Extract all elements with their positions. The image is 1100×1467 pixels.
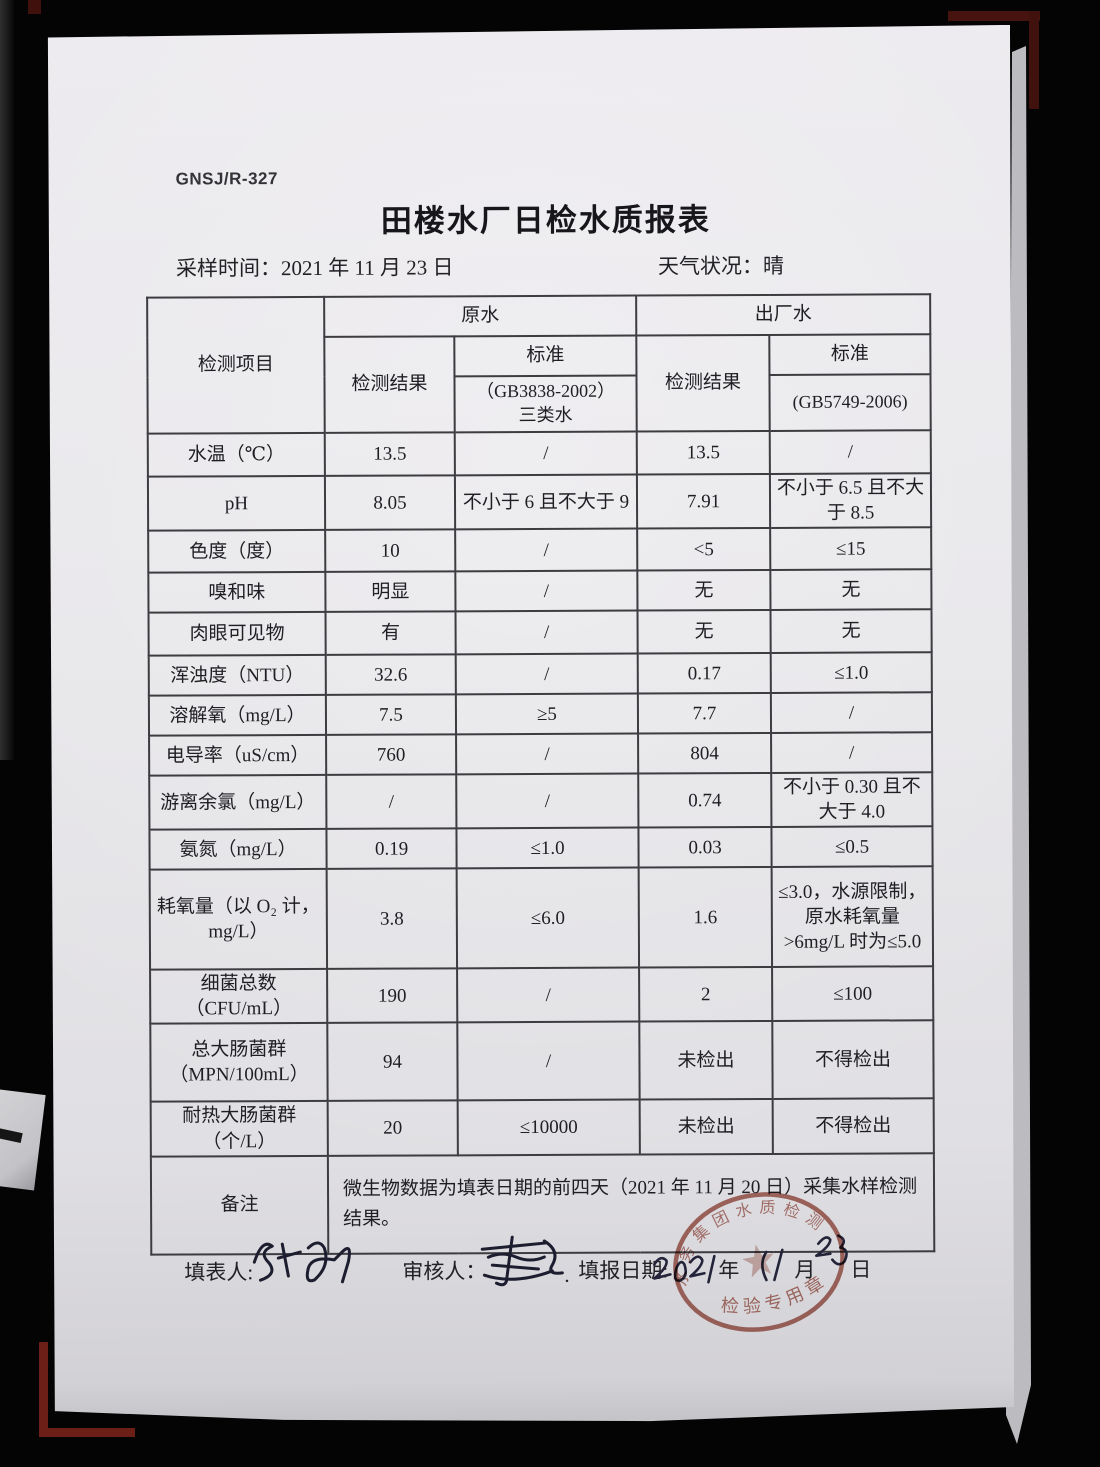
water-quality-table: 检测项目 原水 出厂水 检测结果 标准 检测结果 标准 （GB3838-2002… xyxy=(146,293,935,1255)
stamp-bottom-text: 检验专用章 xyxy=(716,1269,835,1323)
report-paper: GNSJ/R-327 田楼水厂日检水质报表 采样时间：2021 年 11 月 2… xyxy=(45,25,1017,1425)
form-code: GNSJ/R-327 xyxy=(175,169,278,189)
col-header-fin-result: 检测结果 xyxy=(636,335,769,432)
table-row: 总大肠菌群（MPN/100mL） 94/未检出 不得检出 xyxy=(150,1021,933,1102)
table-row: 耗氧量（以 O₂ 计，mg/L） 3.8 ≤6.0 1.6 ≤3.0，水源限制，原水耗氧… xyxy=(150,867,933,970)
frame-corner-bottom-left-vertical xyxy=(39,1342,48,1437)
table-row: 游离余氯（mg/L） //0.74 不小于 0.30 且不大于 4.0 xyxy=(149,772,932,830)
table-row: 浑浊度（NTU） 32.6/0.17 ≤1.0 xyxy=(149,652,932,695)
svg-text:水务集团水质检测: 水务集团水质检测 xyxy=(660,1187,838,1291)
reviewer-signature xyxy=(470,1233,574,1289)
official-stamp: 水务集团水质检测 检验专用章 xyxy=(656,1173,862,1355)
table-row: 水温（℃） 13.5/13.5/ xyxy=(148,430,931,476)
frame-corner-top-right-vertical xyxy=(1029,11,1039,109)
table-row: 细菌总数（CFU/mL） 190/2 ≤100 xyxy=(150,967,933,1025)
stamp-arc-text: 水务集团水质检测 xyxy=(660,1187,838,1291)
table-row: pH 8.05 不小于 6 且不大于 9 7.91 不小于 6.5 且不大于 8.5 xyxy=(148,473,931,531)
weather-label: 天气状况： xyxy=(657,253,764,279)
col-header-raw-standard: 标准 xyxy=(454,336,636,377)
separator-mark: . xyxy=(564,1262,570,1287)
handwritten-day xyxy=(812,1232,860,1278)
table-row: 色度（度） 10/<5 ≤15 xyxy=(148,527,931,572)
svg-text:检验专用章: 检验专用章 xyxy=(716,1269,835,1323)
filler-signature xyxy=(246,1230,366,1295)
raw-standard-ref: （GB3838-2002） 三类水 xyxy=(454,376,636,433)
sample-time-value: 2021 年 11 月 23 日 xyxy=(280,255,454,281)
stamp-star xyxy=(740,1241,777,1278)
table-row: 电导率（uS/cm） 760/804/ xyxy=(149,732,932,775)
weather-value: 晴 xyxy=(762,253,785,278)
weather: 天气状况：晴 xyxy=(658,250,784,281)
handwritten-year xyxy=(648,1250,718,1290)
table-row: 嗅和味 明显 / 无无 xyxy=(148,569,931,612)
filler-label: 填表人: xyxy=(184,1260,254,1285)
page-title: 田楼水厂日检水质报表 xyxy=(380,202,711,239)
col-header-raw-result: 检测结果 xyxy=(324,336,454,433)
table-row: 氨氮（mg/L） 0.19 ≤1.0 0.03 ≤0.5 xyxy=(149,827,932,870)
col-header-raw-water: 原水 xyxy=(324,296,636,337)
frame-corner-top-left xyxy=(28,0,41,14)
frame-corner-bottom-left xyxy=(39,1428,135,1437)
col-header-finished-water: 出厂水 xyxy=(636,294,930,335)
header-row-1: 检测项目 原水 出厂水 xyxy=(147,294,930,337)
col-header-fin-standard: 标准 xyxy=(769,334,930,375)
frame-corner-top-right xyxy=(948,11,1040,21)
table-row: 肉眼可见物有 / 无无 xyxy=(149,609,932,655)
table-row: 耐热大肠菌群（个/L） 20 ≤10000 未检出 不得检出 xyxy=(151,1099,934,1157)
sample-time: 采样时间：2021 年 11 月 23 日 xyxy=(176,251,454,282)
table-row: 溶解氧（mg/L） 7.5 ≥5 7.7/ xyxy=(149,692,932,735)
col-header-item: 检测项目 xyxy=(147,297,325,434)
background-shadow xyxy=(0,0,16,760)
sample-time-label: 采样时间： xyxy=(175,256,282,281)
meta-row: 采样时间：2021 年 11 月 23 日 天气状况：晴 xyxy=(146,249,946,282)
fin-standard-ref: (GB5749-2006) xyxy=(769,374,930,431)
